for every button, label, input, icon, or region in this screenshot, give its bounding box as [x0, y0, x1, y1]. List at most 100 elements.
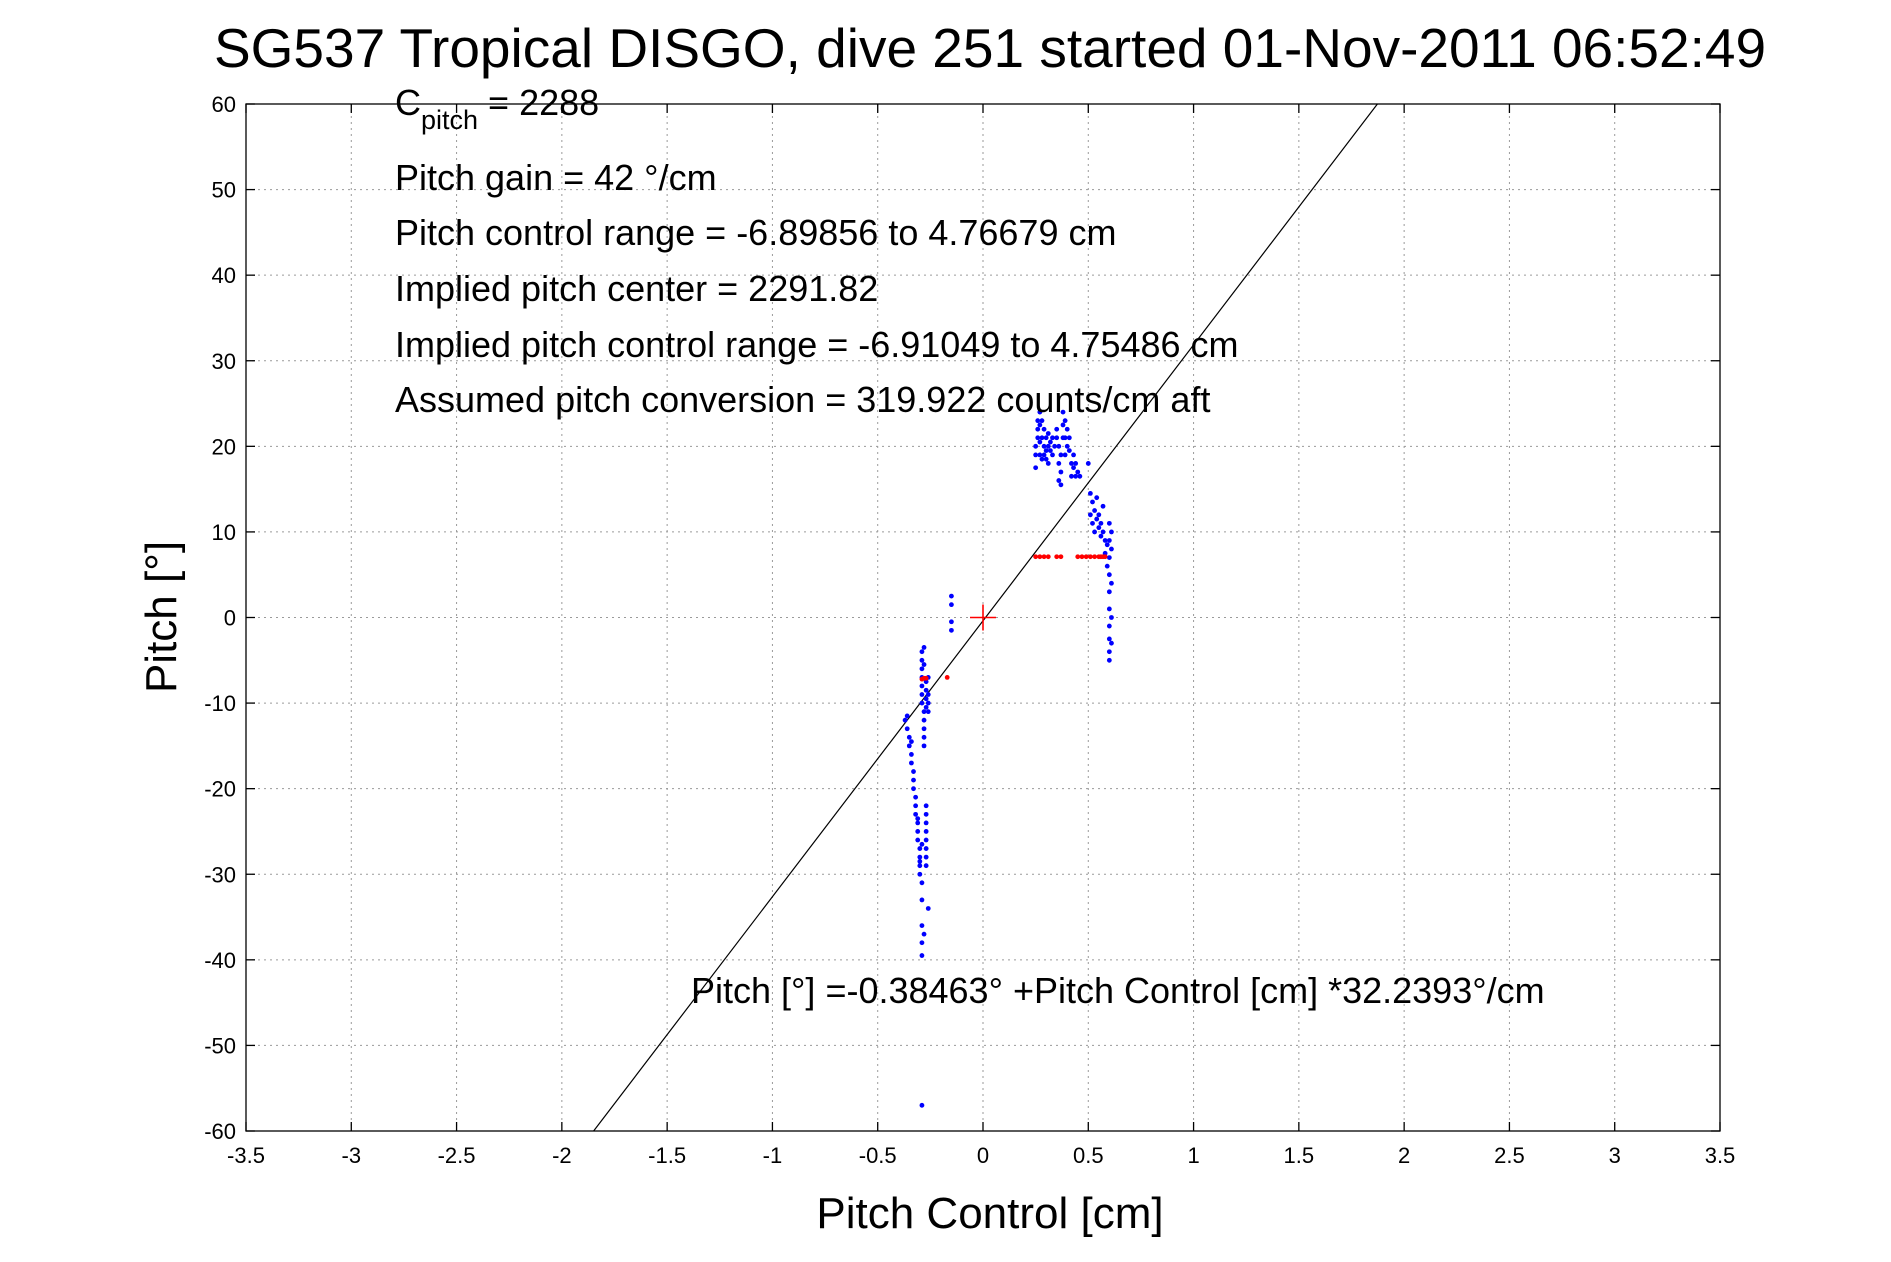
x-tick-labels: -3.5 -3 -2.5 -2 -1.5 -1 -0.5 0 0.5 1 1.5 2 2.5 3 3.5	[227, 1143, 1735, 1168]
data-point	[1106, 572, 1112, 578]
data-point	[1073, 461, 1079, 466]
assumed-pitch-conversion-annotation: Assumed pitch conversion = 319.922 count…	[395, 379, 1210, 420]
data-point	[919, 692, 925, 697]
x-tick-label: -3.5	[227, 1143, 265, 1168]
data-point	[1064, 443, 1070, 449]
data-point	[921, 734, 927, 740]
data-point	[1056, 461, 1062, 466]
data-point	[919, 841, 925, 847]
data-point	[1106, 606, 1112, 612]
y-tick-label: -30	[204, 862, 236, 887]
data-point	[949, 593, 954, 599]
data-point	[919, 666, 925, 672]
data-point	[1039, 418, 1045, 424]
data-point	[1033, 452, 1039, 458]
data-point	[915, 829, 921, 834]
data-point	[923, 675, 929, 681]
data-point	[923, 803, 929, 809]
data-point	[1100, 529, 1106, 535]
data-point	[1090, 520, 1095, 526]
data-point	[917, 854, 923, 860]
data-point	[1096, 525, 1102, 531]
data-point	[923, 687, 929, 693]
data-point	[1043, 448, 1049, 454]
data-point	[1106, 623, 1112, 629]
data-point	[925, 709, 931, 715]
data-point	[915, 820, 921, 826]
data-point	[1062, 452, 1068, 458]
data-point	[1045, 431, 1051, 436]
data-point	[1041, 443, 1047, 449]
data-point	[1043, 456, 1049, 462]
data-point	[1039, 456, 1045, 462]
data-point	[1100, 503, 1106, 509]
data-point	[1106, 649, 1112, 655]
c-pitch-annotation: Cpitch = 2288	[395, 82, 599, 135]
data-point	[919, 940, 925, 946]
data-point	[1054, 426, 1060, 432]
implied-pitch-control-range-annotation: Implied pitch control range = -6.91049 t…	[395, 324, 1239, 365]
x-tick-label: -0.5	[859, 1143, 897, 1168]
data-point	[1109, 546, 1114, 552]
data-point	[949, 619, 954, 625]
data-points	[902, 409, 1114, 1108]
x-tick-label: 1	[1187, 1143, 1199, 1168]
center-marker	[970, 604, 996, 631]
data-point	[919, 1102, 925, 1108]
data-point	[915, 837, 921, 843]
data-point	[1037, 439, 1043, 445]
data-point	[917, 859, 923, 864]
data-point	[921, 717, 927, 723]
x-tick-label: -1.5	[648, 1143, 686, 1168]
data-point	[1037, 554, 1043, 560]
annotations: Cpitch = 2288 Pitch gain = 42 °/cm Pitch…	[395, 82, 1545, 1011]
data-point	[1045, 461, 1051, 466]
data-point	[1079, 554, 1085, 560]
data-point	[923, 837, 929, 843]
data-point	[1035, 426, 1041, 432]
data-point	[1071, 452, 1076, 458]
data-point	[923, 679, 929, 685]
x-tick-label: -3	[342, 1143, 362, 1168]
data-point	[944, 675, 950, 680]
data-point	[1045, 554, 1051, 560]
y-tick-label: 60	[212, 92, 236, 117]
data-point	[1104, 563, 1110, 569]
y-tick-label: 10	[212, 520, 236, 545]
data-point	[1106, 657, 1112, 663]
data-point	[1047, 439, 1053, 445]
data-point	[909, 739, 914, 744]
data-point	[1037, 422, 1043, 428]
y-tick-label: -60	[204, 1119, 236, 1144]
series-1	[919, 554, 1108, 682]
data-point	[1054, 435, 1060, 441]
data-point	[1058, 554, 1064, 560]
data-point	[913, 811, 919, 817]
data-point	[1087, 491, 1093, 496]
c-pitch-subscript: pitch	[421, 105, 478, 135]
series-0	[902, 409, 1114, 1108]
data-point	[1043, 435, 1049, 441]
data-point	[1062, 418, 1068, 424]
data-point	[1037, 409, 1043, 415]
data-point	[1085, 461, 1091, 466]
data-point	[1071, 465, 1076, 471]
data-point	[1102, 554, 1108, 560]
data-point	[1090, 499, 1095, 505]
data-point	[1033, 443, 1039, 449]
data-point	[919, 897, 925, 903]
data-point	[1035, 435, 1041, 441]
data-point	[1056, 443, 1062, 449]
data-point	[1052, 443, 1057, 449]
x-tick-label: 2.5	[1494, 1143, 1525, 1168]
data-point	[1060, 409, 1066, 415]
chart-title: SG537 Tropical DISGO, dive 251 started 0…	[214, 17, 1766, 79]
data-point	[902, 717, 908, 723]
data-point	[1092, 554, 1098, 560]
x-tick-label: -2.5	[438, 1143, 476, 1168]
y-tick-label: 0	[224, 606, 236, 631]
data-point	[1069, 461, 1074, 466]
data-point	[1033, 465, 1039, 471]
data-point	[904, 726, 910, 732]
data-point	[1104, 542, 1110, 548]
